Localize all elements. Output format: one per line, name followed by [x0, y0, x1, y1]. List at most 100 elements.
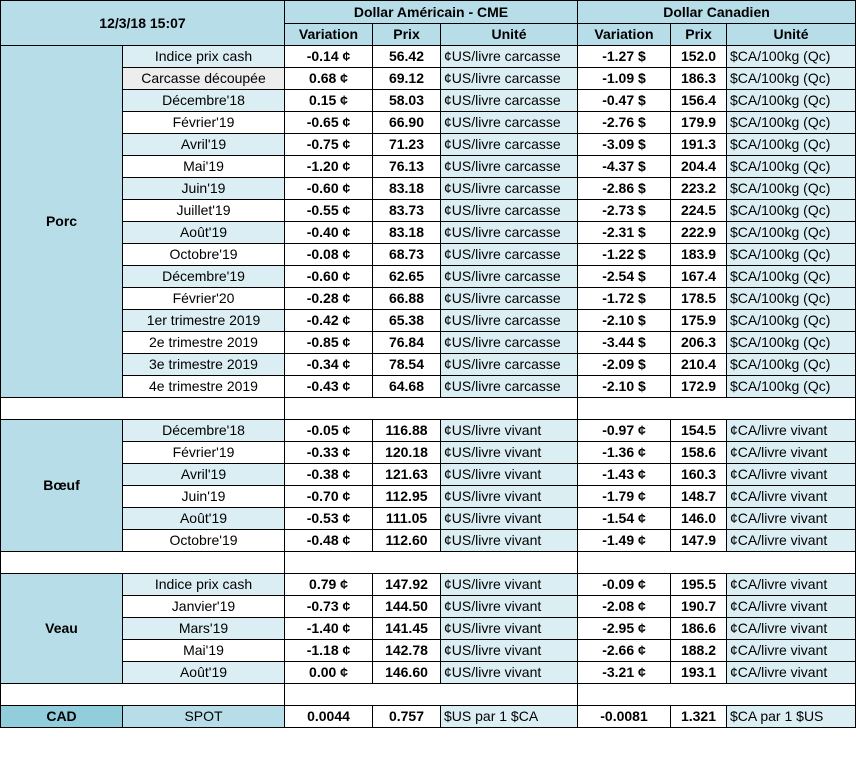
cad-variation: -1.09 $ — [577, 67, 671, 90]
cad-variation: -4.37 $ — [577, 155, 671, 178]
spacer-cell-left — [0, 551, 285, 574]
usd-variation: -0.05 ¢ — [284, 419, 373, 442]
cad-price: 210.4 — [670, 353, 727, 376]
cad-price: 191.3 — [670, 133, 727, 156]
usd-variation: -0.34 ¢ — [284, 353, 373, 376]
spot-label: SPOT — [122, 705, 285, 728]
cad-unite-header: Unité — [725, 23, 856, 46]
usd-price: 112.60 — [372, 529, 441, 552]
usd-variation: 0.15 ¢ — [284, 89, 373, 112]
cad-unit: ¢CA/livre vivant — [725, 661, 856, 684]
usd-unit: ¢US/livre vivant — [440, 463, 578, 486]
cad-variation-header: Variation — [577, 23, 671, 46]
cad-category-label: CAD — [0, 705, 123, 728]
usd-unite-header: Unité — [440, 23, 578, 46]
cad-spot-price: 1.321 — [670, 705, 727, 728]
spacer-cell-left — [0, 683, 285, 706]
usd-section-title: Dollar Américain - CME — [284, 0, 578, 24]
table-row: Août'19 -0.53 ¢ 111.05 ¢US/livre vivant -1.5… — [1, 507, 856, 530]
usd-variation: -0.43 ¢ — [284, 375, 373, 398]
usd-unit: ¢US/livre vivant — [440, 595, 578, 618]
spacer-cell-cad — [576, 551, 856, 574]
usd-variation: -0.28 ¢ — [284, 287, 373, 310]
cad-variation: -1.79 ¢ — [577, 485, 671, 508]
cad-price: 146.0 — [670, 507, 727, 530]
usd-variation: 0.68 ¢ — [284, 67, 373, 90]
cad-variation: -2.66 ¢ — [577, 639, 671, 662]
usd-unit: ¢US/livre carcasse — [440, 45, 578, 68]
table-row: Février'19 -0.65 ¢ 66.90 ¢US/livre carcasse… — [1, 111, 856, 134]
row-label: Avril'19 — [122, 463, 285, 486]
usd-unit: ¢US/livre carcasse — [440, 309, 578, 332]
cad-variation: -1.43 ¢ — [577, 463, 671, 486]
cad-unit: ¢CA/livre vivant — [725, 485, 856, 508]
usd-price: 58.03 — [372, 89, 441, 112]
table-row: Décembre'19 -0.60 ¢ 62.65 ¢US/livre carcass… — [1, 265, 856, 288]
row-label: Février'19 — [122, 111, 285, 134]
usd-price: 83.18 — [372, 177, 441, 200]
usd-unit: ¢US/livre carcasse — [440, 155, 578, 178]
usd-price: 71.23 — [372, 133, 441, 156]
row-label: 1er trimestre 2019 — [122, 309, 285, 332]
row-label: 2e trimestre 2019 — [122, 331, 285, 354]
usd-price: 56.42 — [372, 45, 441, 68]
usd-unit: ¢US/livre vivant — [440, 661, 578, 684]
row-label: Juin'19 — [122, 485, 285, 508]
cad-unit: $CA/100kg (Qc) — [725, 133, 856, 156]
cad-variation: -2.95 ¢ — [577, 617, 671, 640]
row-label: Mai'19 — [122, 639, 285, 662]
cad-price: 206.3 — [670, 331, 727, 354]
usd-variation: -0.60 ¢ — [284, 177, 373, 200]
spacer-cell-usd — [284, 397, 578, 420]
cad-variation: -2.76 $ — [577, 111, 671, 134]
cad-variation: -3.21 ¢ — [577, 661, 671, 684]
usd-price: 64.68 — [372, 375, 441, 398]
row-label: Janvier'19 — [122, 595, 285, 618]
table-row: Bœuf Décembre'18 -0.05 ¢ 116.88 ¢US/livre vi… — [0, 419, 856, 552]
table-row: Juin'19 -0.70 ¢ 112.95 ¢US/livre vivant -1.7… — [1, 485, 856, 508]
row-label: Décembre'18 — [122, 89, 285, 112]
table-row: 3e trimestre 2019 -0.34 ¢ 78.54 ¢US/livre c… — [1, 353, 856, 376]
usd-unit: ¢US/livre carcasse — [440, 199, 578, 222]
usd-unit: ¢US/livre carcasse — [440, 111, 578, 134]
usd-price: 78.54 — [372, 353, 441, 376]
row-label: 4e trimestre 2019 — [122, 375, 285, 398]
table-row: 1er trimestre 2019 -0.42 ¢ 65.38 ¢US/livre … — [1, 309, 856, 332]
usd-variation: -1.20 ¢ — [284, 155, 373, 178]
cad-unit: $CA/100kg (Qc) — [725, 67, 856, 90]
usd-price: 112.95 — [372, 485, 441, 508]
cad-unit: $CA/100kg (Qc) — [725, 155, 856, 178]
usd-price: 146.60 — [372, 661, 441, 684]
usd-variation: -0.73 ¢ — [284, 595, 373, 618]
cad-unit: ¢CA/livre vivant — [725, 639, 856, 662]
cad-variation: -2.08 ¢ — [577, 595, 671, 618]
table-row: Juin'19 -0.60 ¢ 83.18 ¢US/livre carcasse -2.… — [1, 177, 856, 200]
table-row: Mars'19 -1.40 ¢ 141.45 ¢US/livre vivant -2.9… — [1, 617, 856, 640]
row-label: Février'20 — [122, 287, 285, 310]
table-row: Juillet'19 -0.55 ¢ 83.73 ¢US/livre carcasse… — [1, 199, 856, 222]
cad-price: 160.3 — [670, 463, 727, 486]
row-label: Juin'19 — [122, 177, 285, 200]
usd-unit: ¢US/livre carcasse — [440, 221, 578, 244]
cad-price: 179.9 — [670, 111, 727, 134]
cad-variation: -3.09 $ — [577, 133, 671, 156]
usd-price: 66.88 — [372, 287, 441, 310]
row-label: Octobre'19 — [122, 529, 285, 552]
usd-variation: -0.75 ¢ — [284, 133, 373, 156]
cad-price: 158.6 — [670, 441, 727, 464]
usd-price: 141.45 — [372, 617, 441, 640]
usd-variation: 0.00 ¢ — [284, 661, 373, 684]
usd-variation: -0.38 ¢ — [284, 463, 373, 486]
cad-variation: -2.10 $ — [577, 375, 671, 398]
spacer-cell-cad — [576, 683, 856, 706]
usd-variation: -1.40 ¢ — [284, 617, 373, 640]
usd-price: 68.73 — [372, 243, 441, 266]
usd-variation: 0.79 ¢ — [284, 573, 373, 596]
usd-variation: -0.42 ¢ — [284, 309, 373, 332]
cad-price: 147.9 — [670, 529, 727, 552]
usd-unit: ¢US/livre carcasse — [440, 331, 578, 354]
table-row: Mai'19 -1.18 ¢ 142.78 ¢US/livre vivant -2.66… — [1, 639, 856, 662]
cad-prix-header: Prix — [670, 23, 727, 46]
cad-price: 193.1 — [670, 661, 727, 684]
usd-unit: ¢US/livre carcasse — [440, 243, 578, 266]
